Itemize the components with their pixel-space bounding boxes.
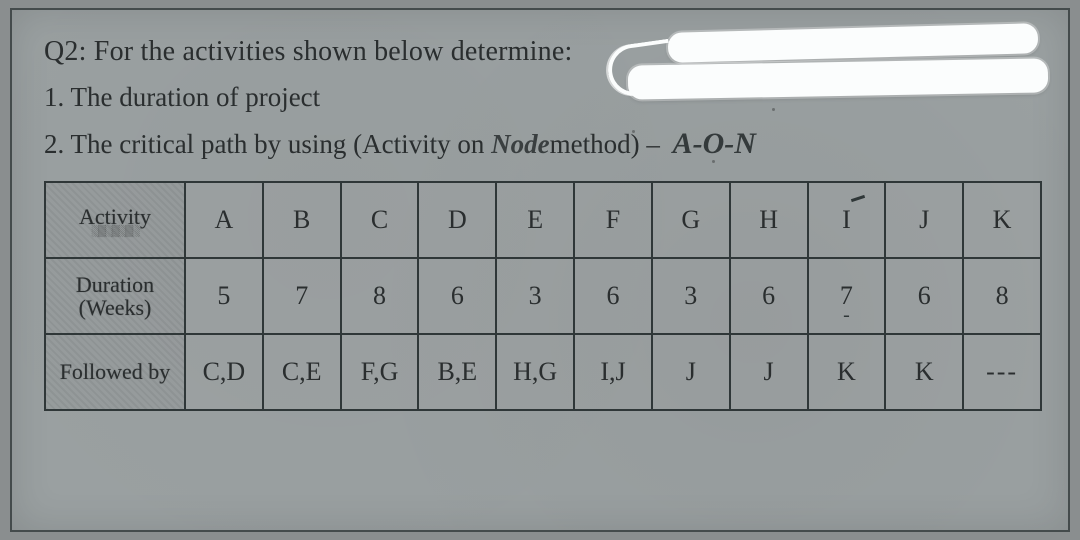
question-item-2: 2. The critical path by using (Activity … (44, 127, 1042, 161)
paper-speck (712, 160, 715, 163)
cell-followed: C,D (185, 334, 263, 410)
cell-duration: 7 (808, 258, 886, 334)
activity-table: Activity ░▒░▒░▒░ A B C D E F G H I J K D… (44, 181, 1042, 411)
row-label-text: Followed by (60, 359, 171, 384)
cell-duration: 6 (574, 258, 652, 334)
cell-duration: 3 (652, 258, 730, 334)
cell-followed: B,E (418, 334, 496, 410)
cell-followed: F,G (341, 334, 419, 410)
cell-duration: 6 (418, 258, 496, 334)
cell-followed: K (885, 334, 963, 410)
cell-followed: J (730, 334, 808, 410)
row-label-duration: Duration (Weeks) (45, 258, 185, 334)
col-header: J (885, 182, 963, 258)
col-header: H (730, 182, 808, 258)
cell-duration: 7 (263, 258, 341, 334)
cell-followed: C,E (263, 334, 341, 410)
cell-followed: --- (963, 334, 1041, 410)
col-header: G (652, 182, 730, 258)
col-header: F (574, 182, 652, 258)
cell-duration: 6 (730, 258, 808, 334)
cell-followed: K (808, 334, 886, 410)
cell-followed: I,J (574, 334, 652, 410)
q2-handwritten-word: Node (491, 129, 549, 159)
q2-annotation: A-O-N (667, 127, 756, 160)
table-row: Duration (Weeks) 5 7 8 6 3 6 3 6 7 6 8 (45, 258, 1041, 334)
cell-followed: H,G (496, 334, 574, 410)
cell-duration: 8 (963, 258, 1041, 334)
col-header: A (185, 182, 263, 258)
worksheet-page: Q2: For the activities shown below deter… (10, 8, 1070, 532)
table-row: Activity ░▒░▒░▒░ A B C D E F G H I J K (45, 182, 1041, 258)
col-header: C (341, 182, 419, 258)
col-header: D (418, 182, 496, 258)
cell-followed: J (652, 334, 730, 410)
paper-speck (632, 130, 635, 133)
cell-duration: 3 (496, 258, 574, 334)
q2-prefix: 2. The critical path by using (Activity … (44, 129, 491, 159)
col-header: I (808, 182, 886, 258)
cell-duration: 5 (185, 258, 263, 334)
paper-speck (772, 108, 775, 111)
row-label-followedby: Followed by (45, 334, 185, 410)
cell-duration: 8 (341, 258, 419, 334)
col-header: E (496, 182, 574, 258)
row-label-text: Duration (Weeks) (76, 272, 154, 320)
col-header: B (263, 182, 341, 258)
col-header: K (963, 182, 1041, 258)
row-label-activity: Activity ░▒░▒░▒░ (45, 182, 185, 258)
cell-duration: 6 (885, 258, 963, 334)
q2-suffix: method) – (550, 129, 660, 159)
table-row: Followed by C,D C,E F,G B,E H,G I,J J J … (45, 334, 1041, 410)
